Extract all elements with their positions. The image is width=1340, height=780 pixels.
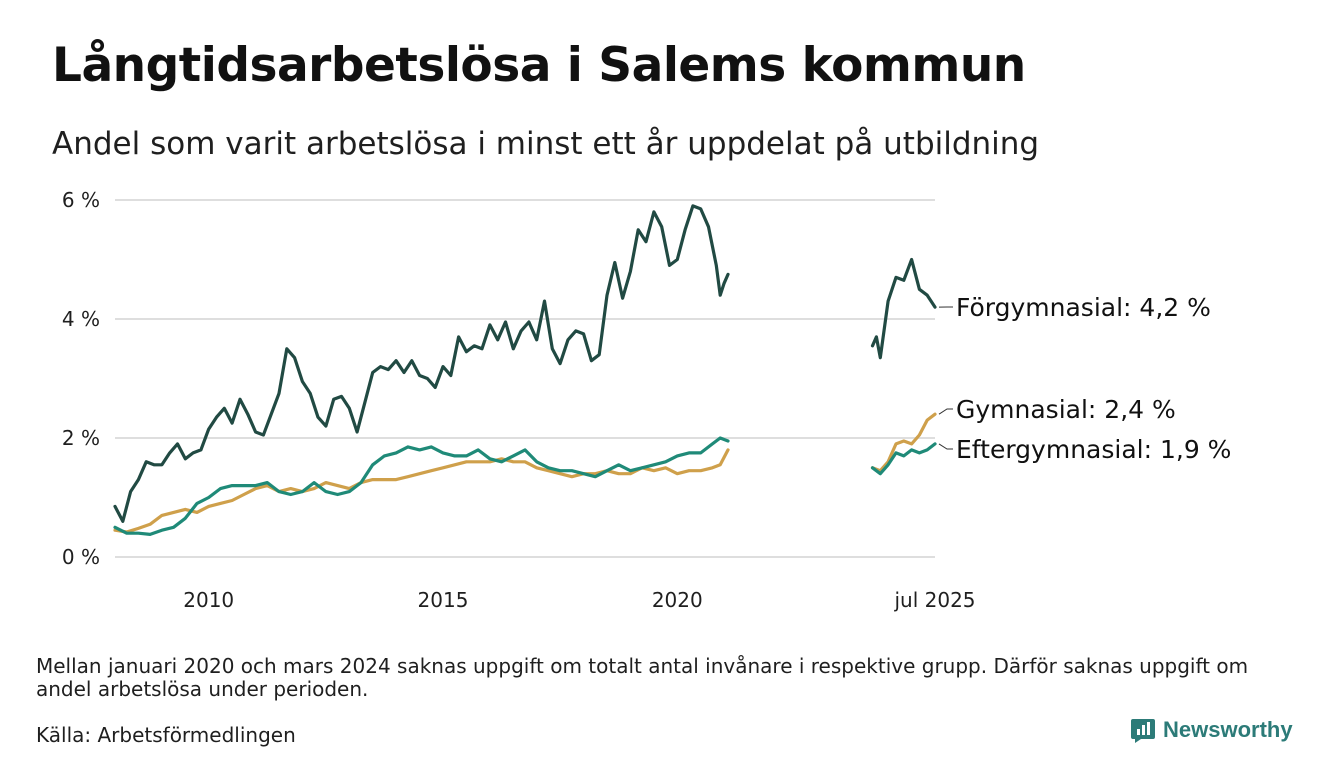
series-line-förgymnasial xyxy=(113,204,730,523)
end-label-connector xyxy=(938,408,953,415)
brand-name: Newsworthy xyxy=(1163,717,1293,742)
x-tick-label: 2010 xyxy=(183,588,234,612)
series-line-gymnasial xyxy=(870,412,937,473)
y-tick-label: 2 % xyxy=(62,426,100,450)
series-end-label: Eftergymnasial: 1,9 % xyxy=(956,435,1231,464)
x-tick-label: jul 2025 xyxy=(893,588,975,612)
series-end-label: Gymnasial: 2,4 % xyxy=(956,395,1176,424)
y-tick-label: 6 % xyxy=(62,188,100,212)
end-label-connector xyxy=(938,443,953,450)
x-tick-label: 2020 xyxy=(652,588,703,612)
series-line-eftergymnasial xyxy=(870,442,937,476)
source-credit: Källa: Arbetsförmedlingen xyxy=(36,723,296,747)
line-chart: 0 % 2 % 4 % 6 % 2010 2015 2020 jul 2025 Förgymna… xyxy=(62,188,1232,612)
y-tick-label: 4 % xyxy=(62,307,100,331)
footnote: Mellan januari 2020 och mars 2024 saknas… xyxy=(36,654,1249,701)
chart-subtitle: Andel som varit arbetslösa i minst ett å… xyxy=(52,126,1040,162)
series-line-gymnasial xyxy=(113,448,730,534)
x-tick-label: 2015 xyxy=(418,588,469,612)
y-tick-label: 0 % xyxy=(62,545,100,569)
series-line-eftergymnasial xyxy=(113,436,730,536)
series-line-förgymnasial xyxy=(870,257,937,360)
series-end-label: Förgymnasial: 4,2 % xyxy=(956,293,1211,322)
newsworthy-logo[interactable]: Newsworthy xyxy=(1130,717,1293,743)
chart-logo-icon xyxy=(1131,719,1155,743)
chart-title: Långtidsarbetslösa i Salems kommun xyxy=(52,38,1026,93)
